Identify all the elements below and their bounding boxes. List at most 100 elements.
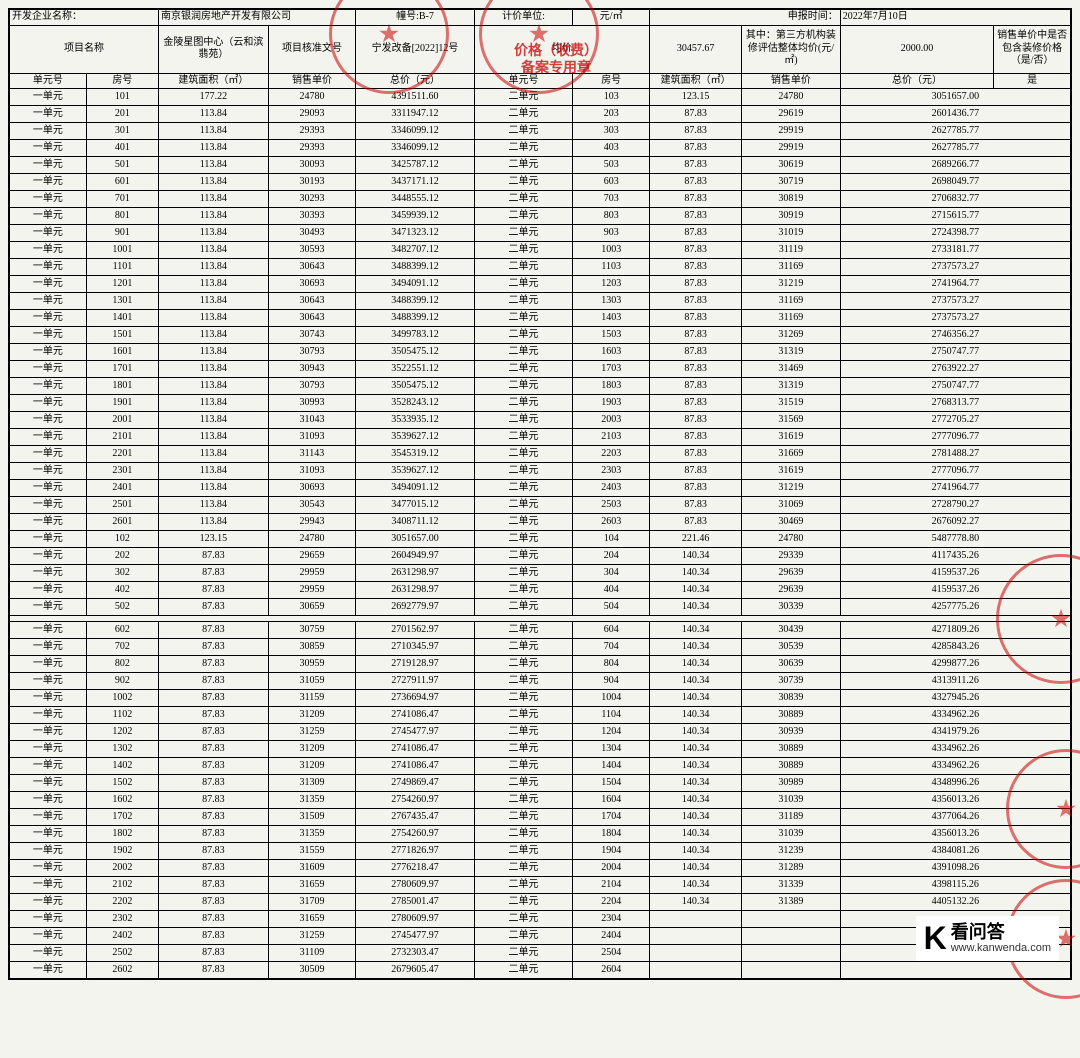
cell: 31619 [742,429,841,446]
cell: 31119 [742,242,841,259]
cell: 113.84 [159,344,269,361]
cell: 2004 [573,860,650,877]
cell: 30193 [268,174,356,191]
cell: 4313911.26 [840,673,1070,690]
cell: 29639 [742,582,841,599]
cell: 1902 [86,843,158,860]
table-row: 一单元220287.83317092785001.47二单元2204140.34… [10,894,1071,911]
cell: 2750747.77 [840,344,1070,361]
cell: 3494091.12 [356,480,474,497]
cell: 1101 [86,259,158,276]
cell: 87.83 [159,548,269,565]
cell: 2627785.77 [840,123,1070,140]
table-row: 一单元60287.83307592701562.97二单元604140.3430… [10,622,1071,639]
table-row: 一单元2301113.84310933539627.12二单元230387.83… [10,463,1071,480]
cell: 2692779.97 [356,599,474,616]
cell: 1502 [86,775,158,792]
unit-measure-label: 计价单位: [474,10,573,26]
cell: 2741086.47 [356,758,474,775]
cell: 140.34 [650,599,742,616]
cell: 2001 [86,412,158,429]
cell: 2706832.77 [840,191,1070,208]
col-unit-price2: 销售单价 [742,73,841,89]
cell: 3533935.12 [356,412,474,429]
cell: 一单元 [10,344,87,361]
cell: 87.83 [650,310,742,327]
cell: 123.15 [650,89,742,106]
cell: 1002 [86,690,158,707]
cell: 31239 [742,843,841,860]
cell: 30889 [742,758,841,775]
cell: 31109 [268,945,356,962]
cell: 87.83 [650,463,742,480]
cell: 31709 [268,894,356,911]
cell: 二单元 [474,412,573,429]
cell: 3505475.12 [356,378,474,395]
cell: 一单元 [10,582,87,599]
table-row: 一单元102123.15247803051657.00二单元104221.462… [10,531,1071,548]
cell: 31269 [742,327,841,344]
cell: 2603 [573,514,650,531]
cell: 二单元 [474,911,573,928]
cell: 30643 [268,259,356,276]
cell [742,945,841,962]
cell: 113.84 [159,514,269,531]
cell: 二单元 [474,758,573,775]
cell: 903 [573,225,650,242]
cell: 113.84 [159,361,269,378]
cell: 113.84 [159,463,269,480]
table-row: 一单元2201113.84311433545319.12二单元220387.83… [10,446,1071,463]
cell: 30759 [268,622,356,639]
cell: 2103 [573,429,650,446]
cell: 1601 [86,344,158,361]
cell: 30959 [268,656,356,673]
cell: 31219 [742,276,841,293]
cell: 113.84 [159,480,269,497]
cell: 2715615.77 [840,208,1070,225]
cell: 87.83 [650,378,742,395]
cell: 2777096.77 [840,463,1070,480]
cell: 31559 [268,843,356,860]
cell: 二单元 [474,690,573,707]
cell: 113.84 [159,412,269,429]
cell: 2768313.77 [840,395,1070,412]
cell: 4398115.26 [840,877,1070,894]
cell: 87.83 [650,157,742,174]
cell: 2785001.47 [356,894,474,911]
cell: 2741964.77 [840,276,1070,293]
cell: 113.84 [159,259,269,276]
cell: 87.83 [650,395,742,412]
cell: 87.83 [650,242,742,259]
cell: 113.84 [159,378,269,395]
cell: 30719 [742,174,841,191]
cell: 二单元 [474,259,573,276]
header-row: 项目名称 金陵星图中心（云和滨翡苑） 项目核准文号 宁发改备[2022]12号 … [10,25,1071,73]
col-area: 建筑面积（㎡） [159,73,269,89]
cell: 2741964.77 [840,480,1070,497]
cell: 1203 [573,276,650,293]
cell: 87.83 [159,656,269,673]
cell [742,911,841,928]
cell: 一单元 [10,656,87,673]
cell: 一单元 [10,412,87,429]
company-label: 开发企业名称： [10,10,159,26]
table-row: 一单元20287.83296592604949.97二单元204140.3429… [10,548,1071,565]
cell: 4299877.26 [840,656,1070,673]
cell: 87.83 [650,361,742,378]
cell: 803 [573,208,650,225]
cell: 31159 [268,690,356,707]
cell: 1304 [573,741,650,758]
cell: 87.83 [650,174,742,191]
cell: 4334962.26 [840,707,1070,724]
cell: 二单元 [474,707,573,724]
cell: 2501 [86,497,158,514]
cell: 二单元 [474,327,573,344]
cell: 二单元 [474,293,573,310]
cell: 31289 [742,860,841,877]
table-row: 一单元1901113.84309933528243.12二单元190387.83… [10,395,1071,412]
table-row: 一单元2501113.84305433477015.12二单元250387.83… [10,497,1071,514]
table-row: 一单元1201113.84306933494091.12二单元120387.83… [10,276,1071,293]
cell: 二单元 [474,344,573,361]
cell: 一单元 [10,565,87,582]
cell: 604 [573,622,650,639]
